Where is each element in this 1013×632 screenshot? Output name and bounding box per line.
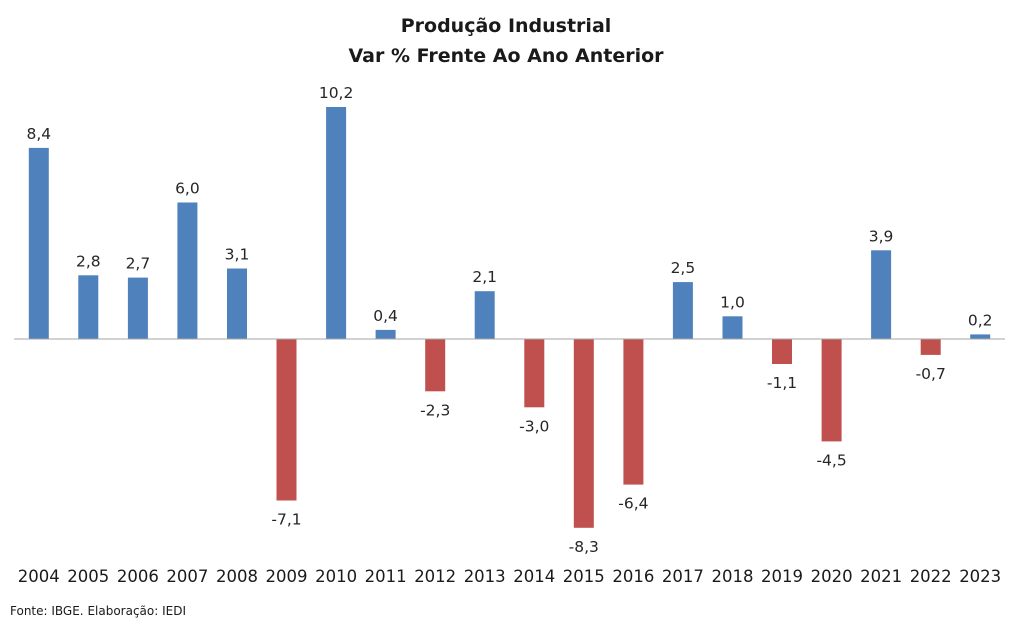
data-label-2011: 0,4 [373,307,398,325]
x-tick-labels-group: 2004 2005 2006 2007 2008 2009 2010 2011 2012 2013… [18,567,1001,586]
bars-group [28,107,991,528]
bar-2005 [78,275,99,339]
bar-2021 [871,250,892,339]
bar-chart: Produção Industrial Var % Frente Ao Ano … [14,15,1005,586]
data-label-2005: 2,8 [76,252,101,270]
data-label-2008: 3,1 [225,246,250,264]
x-tick-label-2019: 2019 [761,567,803,586]
bar-2015 [573,339,594,528]
x-tick-label-2004: 2004 [18,567,60,586]
x-tick-label-2022: 2022 [910,567,952,586]
data-label-2004: 8,4 [26,125,51,143]
x-tick-label-2015: 2015 [563,567,605,586]
chart-subtitle: Var % Frente Ao Ano Anterior [348,45,664,67]
x-tick-label-2016: 2016 [612,567,654,586]
data-label-2021: 3,9 [869,227,894,245]
x-tick-label-2017: 2017 [662,567,704,586]
data-label-2018: 1,0 [720,293,745,311]
x-tick-label-2008: 2008 [216,567,258,586]
source-note: Fonte: IBGE. Elaboração: IEDI [10,604,187,618]
bar-2007 [177,202,198,339]
data-label-2013: 2,1 [472,268,497,286]
bar-2011 [375,329,396,339]
bar-2010 [326,107,347,339]
data-label-2017: 2,5 [671,259,696,277]
x-tick-label-2006: 2006 [117,567,159,586]
bar-2019 [772,339,792,364]
data-label-2020: -4,5 [816,451,846,469]
x-tick-label-2014: 2014 [513,567,555,586]
bar-2020 [821,339,842,442]
data-label-2019: -1,1 [767,374,797,392]
x-tick-label-2021: 2021 [860,567,902,586]
x-tick-label-2009: 2009 [266,567,308,586]
bar-2004 [28,147,49,339]
x-tick-label-2011: 2011 [365,567,407,586]
bar-2016 [623,339,644,485]
bar-2018 [722,316,743,340]
data-label-2009: -7,1 [271,511,301,529]
bar-2009 [276,339,297,501]
data-label-2006: 2,7 [126,255,151,273]
x-tick-label-2005: 2005 [67,567,109,586]
chart-title: Produção Industrial [401,15,612,37]
x-tick-label-2020: 2020 [811,567,853,586]
x-tick-label-2013: 2013 [464,567,506,586]
bar-2017 [672,282,693,339]
bar-2014 [524,339,545,408]
data-labels-group: 8,4 2,8 2,7 6,0 3,1 -7,1 10,2 0,4 -2,3 2,1 -3,0 -8,… [26,84,992,556]
x-tick-label-2007: 2007 [166,567,208,586]
x-tick-label-2010: 2010 [315,567,357,586]
data-label-2023: 0,2 [968,311,993,329]
data-label-2010: 10,2 [319,84,354,102]
data-label-2022: -0,7 [916,365,946,383]
bar-2012 [425,339,446,392]
x-tick-label-2012: 2012 [414,567,456,586]
data-label-2014: -3,0 [519,417,549,435]
bar-2023 [970,334,991,339]
bar-2008 [227,268,247,339]
data-label-2015: -8,3 [569,538,599,556]
bar-2013 [474,291,495,339]
data-label-2012: -2,3 [420,401,450,419]
data-label-2016: -6,4 [618,495,648,513]
x-tick-label-2018: 2018 [712,567,754,586]
x-tick-label-2023: 2023 [959,567,1001,586]
bar-2006 [127,277,148,339]
data-label-2007: 6,0 [175,180,200,198]
bar-2022 [920,339,941,355]
